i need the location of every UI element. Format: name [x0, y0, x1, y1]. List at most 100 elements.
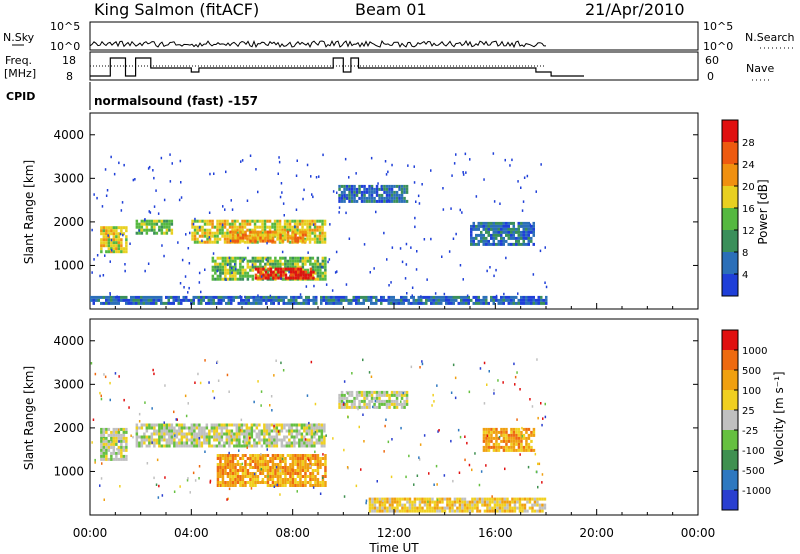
power-cell [388, 190, 391, 194]
velocity-speckle [153, 372, 155, 376]
velocity-cell [224, 457, 227, 460]
velocity-cell [310, 441, 314, 445]
power-cell [490, 236, 493, 240]
velocity-cell [471, 497, 474, 501]
velocity-cell [433, 500, 437, 504]
freq-tick-top: 18 [62, 54, 76, 67]
velocity-cell [304, 457, 307, 460]
power-cell [525, 295, 528, 299]
velocity-cell [481, 497, 484, 501]
power-cell [241, 256, 245, 260]
power-cell [261, 222, 264, 226]
power-cell [262, 295, 265, 299]
velocity-cell [288, 441, 291, 445]
velocity-cell [229, 469, 232, 472]
velocity-cell [259, 469, 262, 472]
velocity-cell [418, 497, 422, 501]
velocity-speckle [437, 430, 439, 433]
velocity-cell [513, 509, 517, 513]
power-cell [289, 236, 292, 240]
velocity-cell [125, 454, 128, 458]
power-cell [269, 236, 272, 240]
velocity-cell [492, 427, 496, 431]
velocity-cell [453, 497, 457, 501]
velocity-cell [238, 435, 241, 439]
velocity-cell [264, 475, 267, 478]
velocity-cell [468, 500, 472, 504]
power-cell [360, 184, 364, 188]
velocity-cell [538, 506, 542, 510]
freq-trace [90, 57, 584, 77]
power-cell [220, 301, 223, 305]
power-speckle [405, 263, 408, 266]
power-cell [236, 236, 240, 240]
power-cell [226, 240, 229, 244]
power-cell [500, 227, 503, 231]
power-cell [248, 228, 252, 232]
velocity-cell [285, 423, 289, 427]
velocity-cell [390, 399, 394, 403]
velocity-cell [505, 439, 508, 443]
velocity-cell [383, 399, 386, 403]
power-cell [212, 295, 215, 299]
velocity-cell [386, 506, 389, 510]
power-speckle [539, 249, 542, 253]
velocity-cell [468, 509, 472, 513]
velocity-cell [490, 445, 493, 449]
power-cell [192, 301, 195, 305]
power-cell [422, 295, 425, 299]
power-speckle [377, 182, 379, 185]
power-cell [206, 222, 209, 226]
power-cell [465, 301, 468, 305]
velocity-cell [353, 396, 356, 400]
velocity-speckle [378, 406, 380, 409]
velocity-cell [245, 432, 249, 436]
velocity-cell [400, 393, 404, 397]
power-cell [231, 265, 235, 269]
velocity-cell [286, 469, 290, 472]
power-cell [219, 274, 222, 278]
power-cell [263, 225, 267, 229]
velocity-cell [190, 423, 194, 427]
velocity-cell [216, 484, 220, 487]
power-cell [370, 199, 374, 203]
velocity-cell [293, 441, 296, 445]
power-cell [256, 240, 259, 244]
velocity-cell [125, 436, 128, 440]
power-speckle [335, 250, 338, 254]
power-cell [266, 239, 270, 243]
velocity-cell [261, 469, 265, 472]
velocity-cell [120, 433, 123, 437]
velocity-cell [316, 466, 320, 469]
velocity-cell [368, 500, 372, 504]
power-cell [137, 295, 140, 299]
power-cell [327, 301, 330, 305]
velocity-cell [264, 463, 267, 466]
velocity-cell [249, 454, 252, 457]
velocity-cell [289, 469, 292, 472]
power-cell [515, 242, 518, 246]
velocity-cell [492, 448, 496, 452]
power-speckle [124, 269, 126, 273]
velocity-cell [271, 463, 275, 466]
velocity-cell [511, 500, 514, 504]
velocity-cell [271, 475, 275, 478]
velocity-cell [112, 436, 116, 440]
power-cell [393, 199, 396, 203]
power-speckle [388, 284, 390, 287]
power-cell [291, 230, 295, 234]
velocity-speckle [464, 458, 466, 462]
velocity-cell [300, 423, 304, 427]
power-cell [294, 259, 297, 263]
power-cell [360, 196, 364, 200]
power-cell [311, 228, 314, 232]
power-cell [120, 229, 123, 233]
power-cell [264, 273, 268, 277]
velocity-cell [256, 466, 260, 469]
velocity-cell [345, 402, 349, 406]
velocity-cell [482, 445, 486, 449]
velocity-cell [261, 454, 265, 457]
velocity-cell [115, 433, 118, 437]
velocity-cell [185, 435, 189, 439]
